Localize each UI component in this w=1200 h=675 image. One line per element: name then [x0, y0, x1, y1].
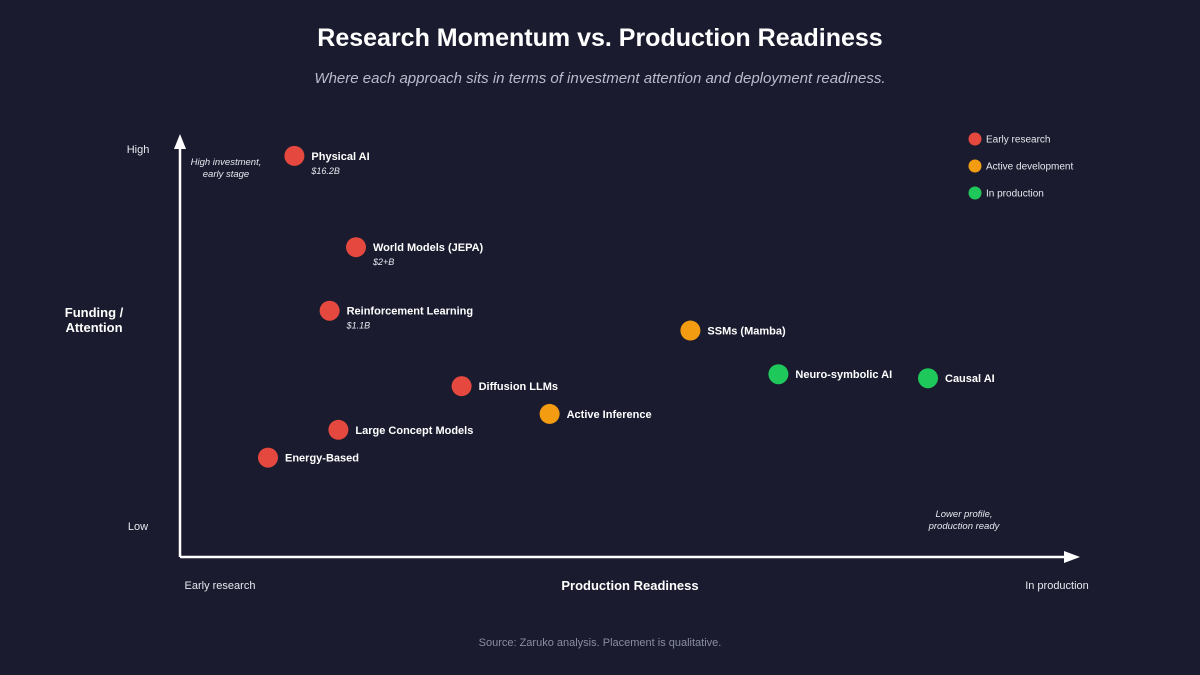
point-reinforcement-learning: Reinforcement Learning $1.1B: [319, 300, 474, 331]
data-points: Physical AI $16.2B World Models (JEPA) $2+B…: [258, 145, 995, 468]
point-marker: [680, 320, 701, 341]
point-label: Energy-Based: [285, 453, 359, 465]
point-sublabel: $1.1B: [346, 321, 371, 331]
point-marker: [918, 368, 938, 389]
annotation-bottom-right-line-1: Lower profile,: [935, 509, 992, 520]
point-ssms-mamba: SSMs (Mamba): [680, 320, 786, 341]
point-marker: [284, 145, 305, 166]
point-marker: [346, 237, 366, 258]
y-tick-high: High: [127, 144, 150, 156]
point-marker: [319, 300, 340, 321]
legend-swatch: [968, 186, 982, 200]
y-tick-low: Low: [128, 521, 148, 533]
point-label: Physical AI: [311, 151, 369, 163]
point-energy-based: Energy-Based: [258, 447, 359, 468]
point-label: Reinforcement Learning: [347, 306, 474, 318]
legend-swatch: [968, 132, 982, 146]
point-physical-ai: Physical AI $16.2B: [284, 145, 370, 176]
point-sublabel: $16.2B: [310, 166, 340, 176]
point-sublabel: $2+B: [372, 257, 394, 267]
point-marker: [258, 447, 278, 468]
point-label: SSMs (Mamba): [707, 326, 786, 338]
chart-subtitle: Where each approach sits in terms of inv…: [314, 70, 886, 87]
x-tick-low: Early research: [185, 580, 256, 592]
x-axis-title: Production Readiness: [561, 578, 698, 593]
point-world-models-jepa: World Models (JEPA) $2+B: [346, 237, 484, 267]
point-causal-ai: Causal AI: [918, 368, 995, 389]
point-label: Active Inference: [567, 409, 652, 421]
legend-item-active: Active development: [968, 159, 1073, 173]
point-label: Neuro-symbolic AI: [795, 369, 892, 381]
legend-label: Early research: [986, 135, 1050, 146]
legend: Early research Active development In produ…: [968, 132, 1073, 200]
point-label: Causal AI: [945, 373, 995, 385]
point-neuro-symbolic-ai: Neuro-symbolic AI: [768, 364, 892, 385]
legend-label: In production: [986, 189, 1044, 200]
point-active-inference: Active Inference: [539, 403, 652, 424]
point-label: World Models (JEPA): [373, 242, 484, 254]
annotation-top-left-line-2: early stage: [203, 169, 249, 180]
legend-swatch: [968, 159, 982, 173]
annotation-top-left-line-1: High investment,: [191, 157, 262, 168]
point-large-concept-models: Large Concept Models: [328, 419, 473, 440]
point-marker: [451, 376, 472, 397]
chart-title: Research Momentum vs. Production Readine…: [317, 24, 883, 52]
legend-label: Active development: [986, 162, 1073, 173]
y-axis-title-line-2: Attention: [65, 320, 122, 335]
x-tick-high: In production: [1025, 580, 1089, 592]
y-axis-arrowhead: [174, 134, 186, 149]
point-marker: [539, 403, 560, 424]
annotation-bottom-right-line-2: production ready: [928, 521, 1001, 532]
legend-item-production: In production: [968, 186, 1044, 200]
legend-item-early: Early research: [968, 132, 1050, 146]
point-marker: [328, 419, 349, 440]
point-diffusion-llms: Diffusion LLMs: [451, 376, 558, 397]
x-axis-arrowhead: [1064, 551, 1080, 563]
point-label: Diffusion LLMs: [479, 381, 558, 393]
source-note: Source: Zaruko analysis. Placement is qu…: [478, 637, 722, 649]
point-marker: [768, 364, 789, 385]
point-label: Large Concept Models: [355, 425, 473, 437]
y-axis-title-line-1: Funding /: [65, 305, 124, 320]
